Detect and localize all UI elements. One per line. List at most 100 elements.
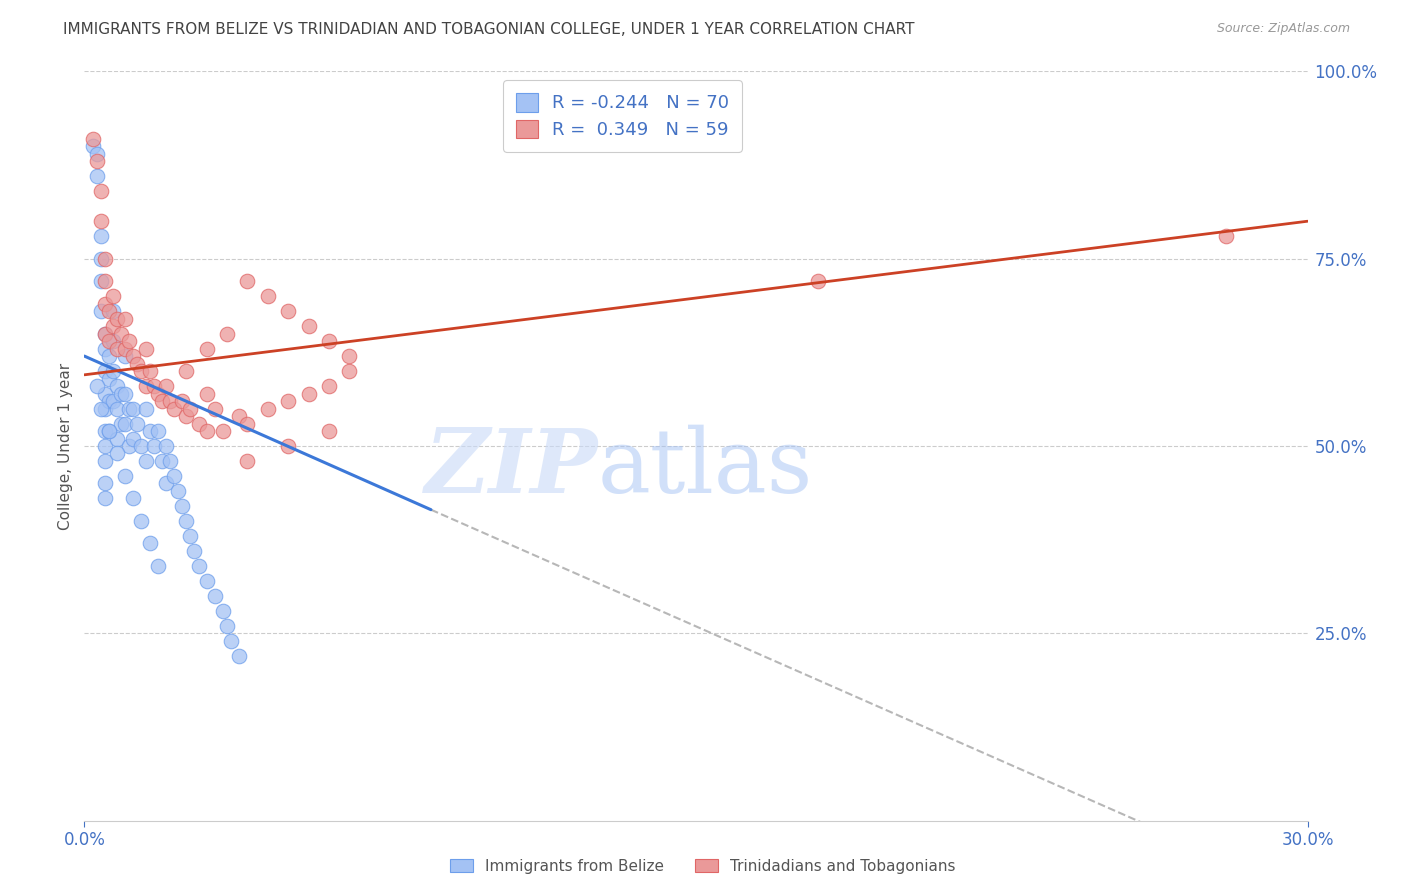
Point	[97, 424, 120, 438]
Point	[277, 304, 299, 318]
Point	[105, 432, 128, 446]
Point	[101, 394, 124, 409]
Point	[93, 386, 115, 401]
Point	[236, 454, 259, 468]
Point	[174, 364, 197, 378]
Point	[82, 132, 104, 146]
Point	[195, 386, 218, 401]
Point	[90, 252, 112, 266]
Point	[105, 311, 128, 326]
Point	[90, 304, 112, 318]
Point	[212, 604, 235, 618]
Point	[277, 394, 299, 409]
Point	[90, 274, 112, 288]
Y-axis label: College, Under 1 year: College, Under 1 year	[58, 362, 73, 530]
Point	[219, 633, 242, 648]
Point	[86, 146, 108, 161]
Point	[97, 394, 120, 409]
Point	[187, 558, 209, 573]
Point	[159, 394, 181, 409]
Point	[155, 379, 177, 393]
Text: IMMIGRANTS FROM BELIZE VS TRINIDADIAN AND TOBAGONIAN COLLEGE, UNDER 1 YEAR CORRE: IMMIGRANTS FROM BELIZE VS TRINIDADIAN AN…	[63, 22, 915, 37]
Point	[217, 619, 239, 633]
Point	[163, 469, 186, 483]
Point	[204, 589, 226, 603]
Point	[183, 544, 205, 558]
Point	[93, 326, 115, 341]
Point	[90, 229, 112, 244]
Point	[277, 439, 299, 453]
Point	[142, 439, 165, 453]
Point	[179, 529, 201, 543]
Text: ZIP: ZIP	[425, 425, 598, 512]
Text: atlas: atlas	[598, 425, 813, 512]
Point	[142, 379, 165, 393]
Point	[97, 349, 120, 363]
Point	[138, 364, 160, 378]
Point	[146, 424, 169, 438]
Point	[82, 139, 104, 153]
Point	[101, 334, 124, 348]
Point	[172, 394, 194, 409]
Point	[110, 326, 132, 341]
Point	[110, 417, 132, 431]
Point	[217, 326, 239, 341]
Point	[93, 424, 115, 438]
Point	[97, 304, 120, 318]
Point	[135, 379, 157, 393]
Point	[90, 401, 112, 416]
Point	[138, 424, 160, 438]
Point	[86, 379, 108, 393]
Point	[86, 154, 108, 169]
Point	[122, 349, 145, 363]
Point	[187, 417, 209, 431]
Point	[257, 401, 280, 416]
Point	[179, 401, 201, 416]
Point	[1215, 229, 1237, 244]
Point	[174, 514, 197, 528]
Point	[146, 386, 169, 401]
Point	[110, 386, 132, 401]
Point	[93, 401, 115, 416]
Point	[163, 401, 186, 416]
Point	[93, 364, 115, 378]
Point	[236, 274, 259, 288]
Point	[318, 334, 340, 348]
Point	[195, 424, 218, 438]
Point	[339, 364, 361, 378]
Point	[172, 499, 194, 513]
Point	[146, 558, 169, 573]
Point	[93, 491, 115, 506]
Point	[114, 349, 136, 363]
Point	[167, 483, 190, 498]
Point	[127, 417, 149, 431]
Point	[807, 274, 830, 288]
Point	[155, 439, 177, 453]
Legend: R = -0.244   N = 70, R =  0.349   N = 59: R = -0.244 N = 70, R = 0.349 N = 59	[503, 80, 742, 152]
Point	[174, 409, 197, 423]
Point	[114, 469, 136, 483]
Point	[86, 169, 108, 184]
Point	[131, 439, 153, 453]
Point	[159, 454, 181, 468]
Point	[114, 417, 136, 431]
Point	[101, 364, 124, 378]
Point	[138, 536, 160, 550]
Point	[101, 289, 124, 303]
Point	[212, 424, 235, 438]
Point	[118, 401, 141, 416]
Point	[195, 342, 218, 356]
Point	[150, 454, 173, 468]
Point	[318, 379, 340, 393]
Point	[127, 357, 149, 371]
Point	[105, 446, 128, 460]
Point	[298, 319, 321, 334]
Point	[90, 184, 112, 198]
Legend: Immigrants from Belize, Trinidadians and Tobagonians: Immigrants from Belize, Trinidadians and…	[444, 853, 962, 880]
Point	[135, 454, 157, 468]
Point	[298, 386, 321, 401]
Point	[236, 417, 259, 431]
Point	[131, 364, 153, 378]
Point	[122, 491, 145, 506]
Point	[101, 304, 124, 318]
